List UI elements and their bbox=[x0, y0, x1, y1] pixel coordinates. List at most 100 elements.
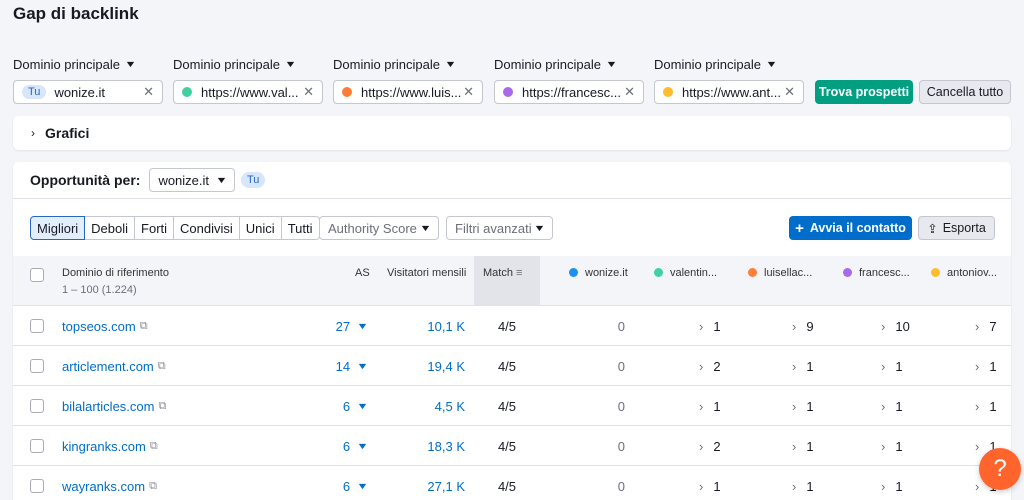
referring-domain-link[interactable]: kingranks.com bbox=[62, 438, 146, 454]
domain-type-dropdown[interactable]: Dominio principale ▼ bbox=[654, 56, 778, 72]
col-d4-header[interactable]: francesc... bbox=[843, 267, 910, 279]
domain-type-dropdown[interactable]: Dominio principale ▼ bbox=[13, 56, 137, 72]
chevron-right-icon: › bbox=[792, 398, 797, 414]
d1-backlinks: 0 bbox=[617, 358, 625, 374]
monthly-visitors[interactable]: 10,1 K bbox=[427, 318, 465, 334]
domain-input-5[interactable]: https://www.ant... ✕ bbox=[654, 80, 804, 104]
external-link-icon[interactable]: ⧉ bbox=[139, 319, 148, 332]
authority-score-dropdown[interactable]: Authority Score ▼ bbox=[319, 216, 439, 240]
chevron-down-icon[interactable]: ▼ bbox=[356, 401, 369, 411]
d3-backlinks[interactable]: 9 bbox=[806, 318, 814, 334]
domain-type-dropdown[interactable]: Dominio principale ▼ bbox=[494, 56, 618, 72]
authority-score[interactable]: 6 bbox=[342, 478, 351, 494]
tab-deboli[interactable]: Deboli bbox=[85, 216, 136, 240]
tab-unici[interactable]: Unici bbox=[239, 216, 282, 240]
external-link-icon[interactable]: ⧉ bbox=[158, 399, 167, 412]
row-checkbox[interactable] bbox=[30, 399, 44, 413]
d5-backlinks[interactable]: 1 bbox=[989, 438, 997, 454]
row-checkbox[interactable] bbox=[30, 319, 44, 333]
domain-type-dropdown[interactable]: Dominio principale ▼ bbox=[173, 56, 297, 72]
d3-backlinks[interactable]: 1 bbox=[806, 358, 814, 374]
domain-input-3[interactable]: https://www.luis... ✕ bbox=[333, 80, 483, 104]
d4-backlinks[interactable]: 1 bbox=[895, 358, 903, 374]
export-button[interactable]: ⇪ Esporta bbox=[918, 216, 995, 240]
tab-condivisi[interactable]: Condivisi bbox=[174, 216, 240, 240]
referring-domain-link[interactable]: wayranks.com bbox=[62, 478, 146, 494]
d5-backlinks[interactable]: 1 bbox=[989, 398, 997, 414]
color-dot-icon bbox=[663, 87, 673, 97]
select-all-checkbox[interactable] bbox=[30, 268, 44, 282]
d3-backlinks[interactable]: 1 bbox=[806, 398, 814, 414]
domain-input-2[interactable]: https://www.val... ✕ bbox=[173, 80, 323, 104]
d4-backlinks[interactable]: 1 bbox=[895, 438, 903, 454]
help-button[interactable]: ? bbox=[979, 448, 1021, 490]
row-checkbox[interactable] bbox=[30, 359, 44, 373]
clear-icon[interactable]: ✕ bbox=[784, 84, 795, 99]
row-checkbox[interactable] bbox=[30, 479, 44, 493]
external-link-icon[interactable]: ⧉ bbox=[157, 359, 166, 372]
col-visitors-header[interactable]: Visitatori mensili bbox=[387, 267, 467, 279]
d5-backlinks[interactable]: 1 bbox=[989, 358, 997, 374]
d2-backlinks[interactable]: 2 bbox=[713, 358, 721, 374]
match-value: 4/5 bbox=[497, 398, 517, 414]
referring-domain-link[interactable]: bilalarticles.com bbox=[62, 398, 155, 414]
monthly-visitors[interactable]: 18,3 K bbox=[427, 438, 465, 454]
col-as-header[interactable]: AS bbox=[355, 267, 370, 279]
chevron-down-icon[interactable]: ▼ bbox=[356, 481, 369, 491]
monthly-visitors[interactable]: 27,1 K bbox=[427, 478, 465, 494]
d2-backlinks[interactable]: 1 bbox=[713, 318, 721, 334]
find-prospects-button[interactable]: Trova prospetti bbox=[815, 80, 913, 104]
chevron-right-icon: › bbox=[975, 358, 980, 374]
d4-backlinks[interactable]: 1 bbox=[895, 478, 903, 494]
d3-backlinks[interactable]: 1 bbox=[806, 478, 814, 494]
chevron-down-icon[interactable]: ▼ bbox=[356, 321, 369, 331]
color-dot-icon bbox=[843, 268, 852, 277]
monthly-visitors[interactable]: 4,5 K bbox=[434, 398, 465, 414]
color-dot-icon bbox=[654, 268, 663, 277]
clear-icon[interactable]: ✕ bbox=[303, 84, 314, 99]
authority-score[interactable]: 27 bbox=[335, 318, 351, 334]
start-outreach-button[interactable]: + Avvia il contatto bbox=[789, 216, 912, 240]
tab-tutti[interactable]: Tutti bbox=[281, 216, 320, 240]
authority-score[interactable]: 6 bbox=[342, 438, 351, 454]
d3-backlinks[interactable]: 1 bbox=[806, 438, 814, 454]
chevron-right-icon: › bbox=[975, 398, 980, 414]
authority-score[interactable]: 6 bbox=[342, 398, 351, 414]
clear-icon[interactable]: ✕ bbox=[463, 84, 474, 99]
d2-backlinks[interactable]: 2 bbox=[713, 438, 721, 454]
col-match-header[interactable]: Match ≡ bbox=[483, 267, 523, 279]
domain-input-1[interactable]: Tu wonize.it ✕ bbox=[13, 80, 163, 104]
chevron-right-icon: › bbox=[792, 318, 797, 334]
clear-icon[interactable]: ✕ bbox=[143, 84, 154, 99]
tab-forti[interactable]: Forti bbox=[135, 216, 175, 240]
d4-backlinks[interactable]: 10 bbox=[895, 318, 910, 334]
referring-domain-link[interactable]: articlement.com bbox=[62, 358, 154, 374]
table-row: topseos.com ⧉ 27 ▼ 10,1 K 4/5 0 › 1 › 9 › 10 › 7 bbox=[13, 306, 1011, 346]
authority-score[interactable]: 14 bbox=[335, 358, 351, 374]
charts-section-toggle[interactable]: › Grafici bbox=[13, 116, 1011, 150]
d5-backlinks[interactable]: 7 bbox=[989, 318, 997, 334]
clear-icon[interactable]: ✕ bbox=[624, 84, 635, 99]
advanced-filters-dropdown[interactable]: Filtri avanzati ▼ bbox=[446, 216, 553, 240]
chevron-down-icon[interactable]: ▼ bbox=[356, 441, 369, 451]
d2-backlinks[interactable]: 1 bbox=[713, 398, 721, 414]
domain-type-dropdown[interactable]: Dominio principale ▼ bbox=[333, 56, 457, 72]
referring-domain-link[interactable]: topseos.com bbox=[62, 318, 136, 334]
external-link-icon[interactable]: ⧉ bbox=[149, 439, 158, 452]
chevron-down-icon[interactable]: ▼ bbox=[356, 361, 369, 371]
monthly-visitors[interactable]: 19,4 K bbox=[427, 358, 465, 374]
domain-input-4[interactable]: https://francesc... ✕ bbox=[494, 80, 644, 104]
d1-backlinks: 0 bbox=[617, 318, 625, 334]
clear-all-button[interactable]: Cancella tutto bbox=[919, 80, 1011, 104]
opportunity-domain-select[interactable]: wonize.it ▼ bbox=[149, 168, 235, 192]
tab-migliori[interactable]: Migliori bbox=[30, 216, 86, 240]
external-link-icon[interactable]: ⧉ bbox=[149, 479, 157, 492]
col-d5-header[interactable]: antoniov... bbox=[931, 267, 997, 279]
col-domain-header[interactable]: Dominio di riferimento bbox=[62, 267, 169, 279]
row-checkbox[interactable] bbox=[30, 439, 44, 453]
col-d3-header[interactable]: luisellac... bbox=[748, 267, 812, 279]
col-d2-header[interactable]: valentin... bbox=[654, 267, 717, 279]
d4-backlinks[interactable]: 1 bbox=[895, 398, 903, 414]
d2-backlinks[interactable]: 1 bbox=[713, 478, 721, 494]
col-d1-header[interactable]: wonize.it bbox=[569, 267, 628, 279]
